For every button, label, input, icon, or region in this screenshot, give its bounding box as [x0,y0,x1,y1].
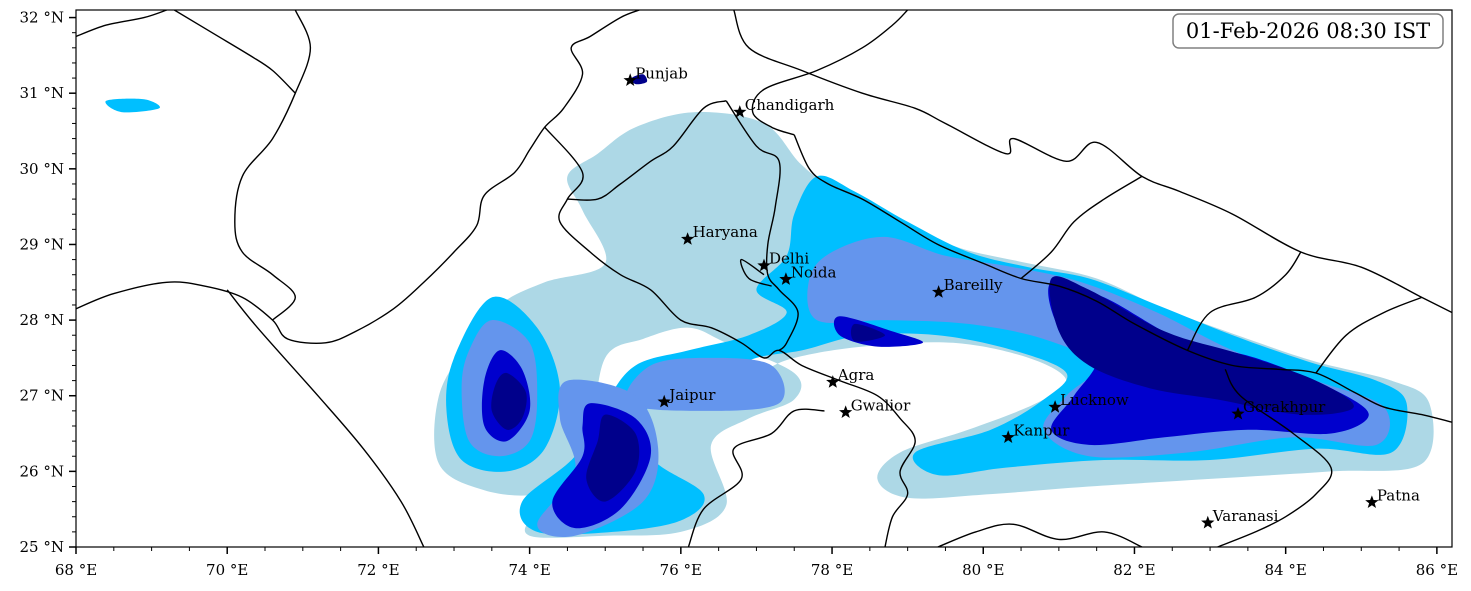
boundary-line [937,523,1143,547]
lat-tick-label: 30 °N [20,160,64,178]
boundary-line [173,10,296,94]
timestamp-label: 01-Feb-2026 08:30 IST [1186,19,1430,43]
boundary-line [1315,296,1423,374]
city-marker-icon [681,232,695,245]
lat-tick-label: 32 °N [20,9,64,27]
boundary-line [567,100,727,201]
city-label-jaipur: Jaipur [667,386,716,404]
plot-frame [75,9,1453,548]
city-marker-icon [1231,406,1245,420]
boundary-line [733,10,1452,314]
boundary-line [751,10,909,136]
boundary-line [687,408,825,547]
city-label-bareilly: Bareilly [944,276,1003,294]
city-label-delhi: Delhi [769,250,809,268]
boundary-line [725,100,799,351]
city-label-kanpur: Kanpur [1013,421,1070,439]
boundary-line [544,126,916,547]
lon-tick-label: 68 °E [55,561,97,579]
city-label-lucknow: Lucknow [1060,391,1129,409]
rain-area-level-5 [850,323,885,342]
lon-tick-label: 78 °E [811,561,853,579]
timestamp-frame [1172,13,1444,49]
city-label-agra: Agra [837,366,875,384]
city-label-chandigarh: Chandigarh [745,96,835,114]
lon-tick-label: 72 °E [357,561,399,579]
boundary-line [76,10,640,344]
city-label-patna: Patna [1377,486,1420,504]
city-label-punjab: Punjab [635,64,688,82]
boundary-line [226,289,425,547]
city-marker-icon [657,394,671,408]
rainfall-contours [105,74,1434,538]
rain-area-level-3 [625,357,785,411]
rain-area-level-5 [1049,276,1354,415]
city-marker-icon [623,73,637,86]
lat-tick-label: 27 °N [20,387,64,405]
city-marker-icon [1048,400,1062,413]
city-marker-icon [757,258,771,272]
lon-tick-label: 80 °E [962,561,1004,579]
timestamp-box: 01-Feb-2026 08:30 IST [1172,13,1444,49]
rain-area-level-5 [631,74,648,85]
lat-tick-label: 25 °N [20,538,64,556]
city-marker-icon [1365,495,1379,508]
lat-tick-label: 28 °N [20,311,64,329]
rain-area-level-2 [105,98,160,113]
city-label-haryana: Haryana [693,223,758,241]
city-marker-icon [826,375,840,388]
lon-tick-label: 86 °E [1416,561,1458,579]
city-label-noida: Noida [791,263,837,281]
lat-tick-label: 26 °N [20,462,64,480]
lon-tick-label: 76 °E [660,561,702,579]
boundary-line [234,10,312,321]
boundary-line [1217,368,1333,547]
lat-tick-label: 29 °N [20,235,64,253]
city-marker-icon [779,272,793,285]
city-marker-icon [733,105,747,118]
city-marker-icon [1001,430,1015,443]
lat-tick-label: 31 °N [20,84,64,102]
city-label-gorakhpur: Gorakhpur [1243,398,1326,416]
axis-ticks: 68 °E 70 °E 72 °E 74 °E 76 °E 78 °E 80 °E 82 °E… [20,9,1459,579]
lon-tick-label: 74 °E [508,561,550,579]
city-label-gwalior: Gwalior [851,396,911,414]
boundary-line [793,134,1452,423]
lon-tick-label: 84 °E [1265,561,1307,579]
boundary-line [76,10,167,38]
lon-tick-label: 82 °E [1113,561,1155,579]
city-marker-icon [1201,515,1215,529]
city-marker-icon [839,405,853,418]
lon-tick-label: 70 °E [206,561,248,579]
rain-area-level-5 [586,414,640,502]
boundary-line [1020,175,1143,280]
boundary-line [1186,251,1302,351]
rain-area-level-5 [491,372,527,430]
city-label-varanasi: Varanasi [1212,507,1279,525]
boundary-line [739,258,772,287]
city-marker-icon [932,285,946,298]
political-boundaries [76,10,1452,547]
